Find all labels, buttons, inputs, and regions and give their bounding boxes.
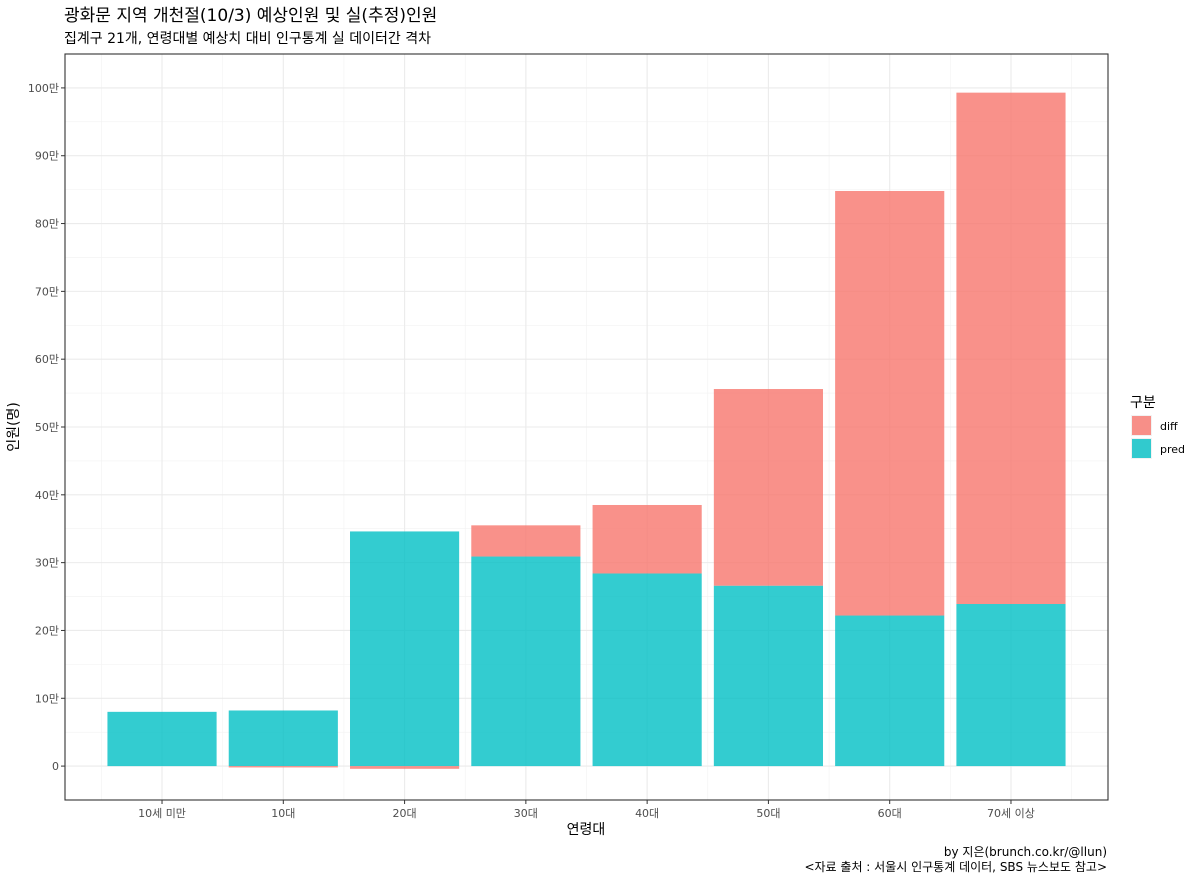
bar-diff	[471, 525, 581, 557]
x-axis-title: 연령대	[567, 822, 606, 838]
bar-pred	[350, 531, 460, 767]
bar-pred	[592, 573, 702, 767]
bar-diff	[228, 766, 338, 768]
y-tick-label: 60만	[35, 353, 59, 366]
bar-diff	[592, 504, 702, 574]
bar-diff	[713, 389, 823, 586]
chart-title: 광화문 지역 개천절(10/3) 예상인원 및 실(추정)인원	[64, 6, 437, 26]
legend-key-diff	[1132, 416, 1151, 435]
bar-pred	[835, 615, 945, 767]
chart-subtitle: 집계구 21개, 연령대별 예상치 대비 인구통계 실 데이터간 격차	[64, 31, 431, 47]
x-tick-label: 10대	[271, 807, 295, 820]
bar-diff	[956, 92, 1066, 605]
y-tick-label: 50만	[35, 421, 59, 434]
x-tick-label: 10세 미만	[138, 807, 186, 820]
caption-author: by 지은(brunch.co.kr/@llun)	[944, 845, 1107, 859]
y-axis-title: 인원(명)	[6, 402, 22, 452]
bar-diff	[350, 766, 460, 769]
y-tick-label: 30만	[35, 557, 59, 570]
legend-label-diff: diff	[1160, 420, 1178, 433]
bar-pred	[107, 711, 217, 767]
legend-key-pred	[1132, 439, 1151, 458]
y-tick-label: 20만	[35, 624, 59, 637]
x-tick-label: 30대	[514, 807, 538, 820]
y-tick-label: 0	[52, 760, 59, 773]
x-tick-label: 60대	[878, 807, 902, 820]
legend: 구분 diff pred	[1130, 395, 1185, 459]
bar-pred	[471, 556, 581, 767]
legend-label-pred: pred	[1160, 443, 1185, 456]
y-tick-label: 70만	[35, 285, 59, 298]
x-tick-label: 50대	[756, 807, 780, 820]
legend-title: 구분	[1130, 395, 1156, 411]
bars	[107, 92, 1066, 769]
bar-pred	[228, 710, 338, 767]
x-tick-label: 40대	[635, 807, 659, 820]
y-tick-label: 100만	[28, 82, 59, 95]
x-tick-label: 20대	[393, 807, 417, 820]
plot-border	[64, 53, 1109, 801]
x-axis-ticks: 10세 미만 10대 20대 30대 40대 50대 60대 70세 이상	[138, 800, 1035, 820]
bar-pred	[956, 604, 1066, 767]
y-tick-label: 10만	[35, 692, 59, 705]
y-tick-label: 90만	[35, 150, 59, 163]
caption-source: <자료 출처 : 서울시 인구통계 데이터, SBS 뉴스보도 참고>	[804, 860, 1107, 874]
y-tick-label: 40만	[35, 489, 59, 502]
x-tick-label: 70세 이상	[987, 807, 1035, 820]
plot-panel	[65, 54, 1108, 800]
bar-pred	[713, 585, 823, 767]
y-axis-ticks: 0 10만 20만 30만 40만 50만 60만 70만 80만 90만 100만	[28, 82, 65, 773]
y-tick-label: 80만	[35, 218, 59, 231]
bar-diff	[835, 190, 945, 616]
